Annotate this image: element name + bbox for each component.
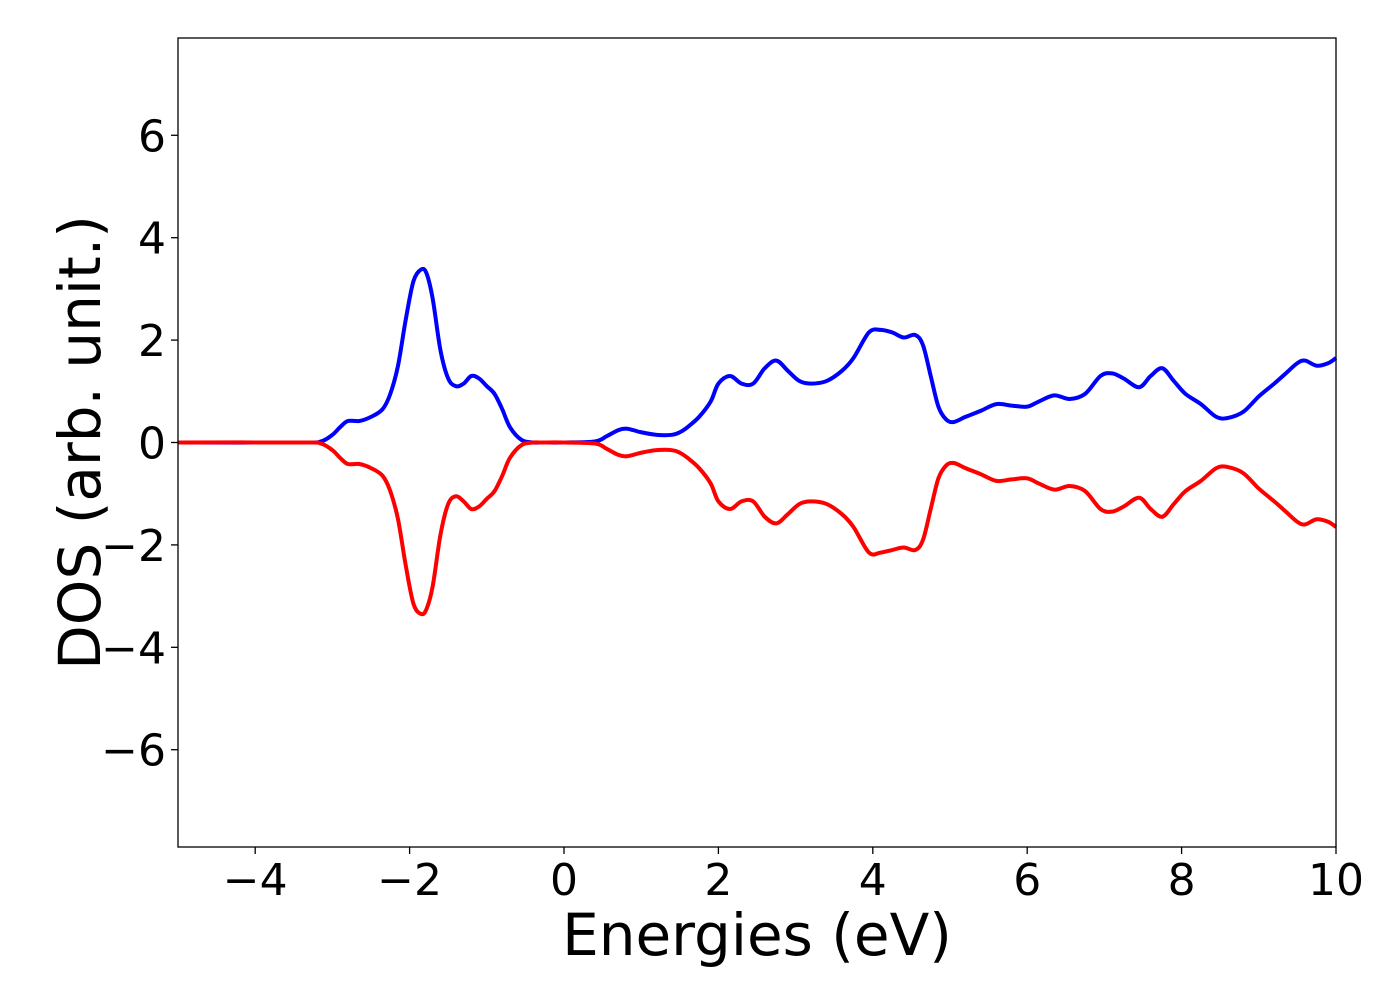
- x-tick-label: 8: [1168, 855, 1196, 906]
- series-line-2: [177, 440, 1338, 617]
- x-axis-ticks: −4 −2 0 2 4 6 8 10: [223, 847, 1364, 906]
- y-tick-label: 6: [138, 111, 166, 162]
- x-tick-label: −2: [377, 855, 442, 906]
- y-tick-label: −6: [101, 726, 166, 777]
- y-axis-label: DOS (arb. unit.): [46, 215, 114, 670]
- y-axis-ticks: −6 −4 −2 0 2 4 6: [101, 111, 178, 777]
- x-axis-label: Energies (eV): [562, 901, 952, 969]
- y-tick-label: 2: [138, 316, 166, 367]
- series-layer: [177, 266, 1338, 617]
- plot-frame: [177, 37, 1337, 848]
- x-tick-label: 10: [1308, 855, 1364, 906]
- x-tick-label: 6: [1013, 855, 1041, 906]
- x-tick-label: 4: [859, 855, 887, 906]
- y-tick-label: −4: [101, 623, 166, 674]
- series-line-1: [177, 266, 1338, 445]
- x-tick-label: 2: [704, 855, 732, 906]
- y-tick-label: 0: [138, 419, 166, 470]
- x-tick-label: −4: [223, 855, 288, 906]
- y-tick-label: −2: [101, 521, 166, 572]
- x-tick-label: 0: [550, 855, 578, 906]
- y-tick-label: 4: [138, 214, 166, 265]
